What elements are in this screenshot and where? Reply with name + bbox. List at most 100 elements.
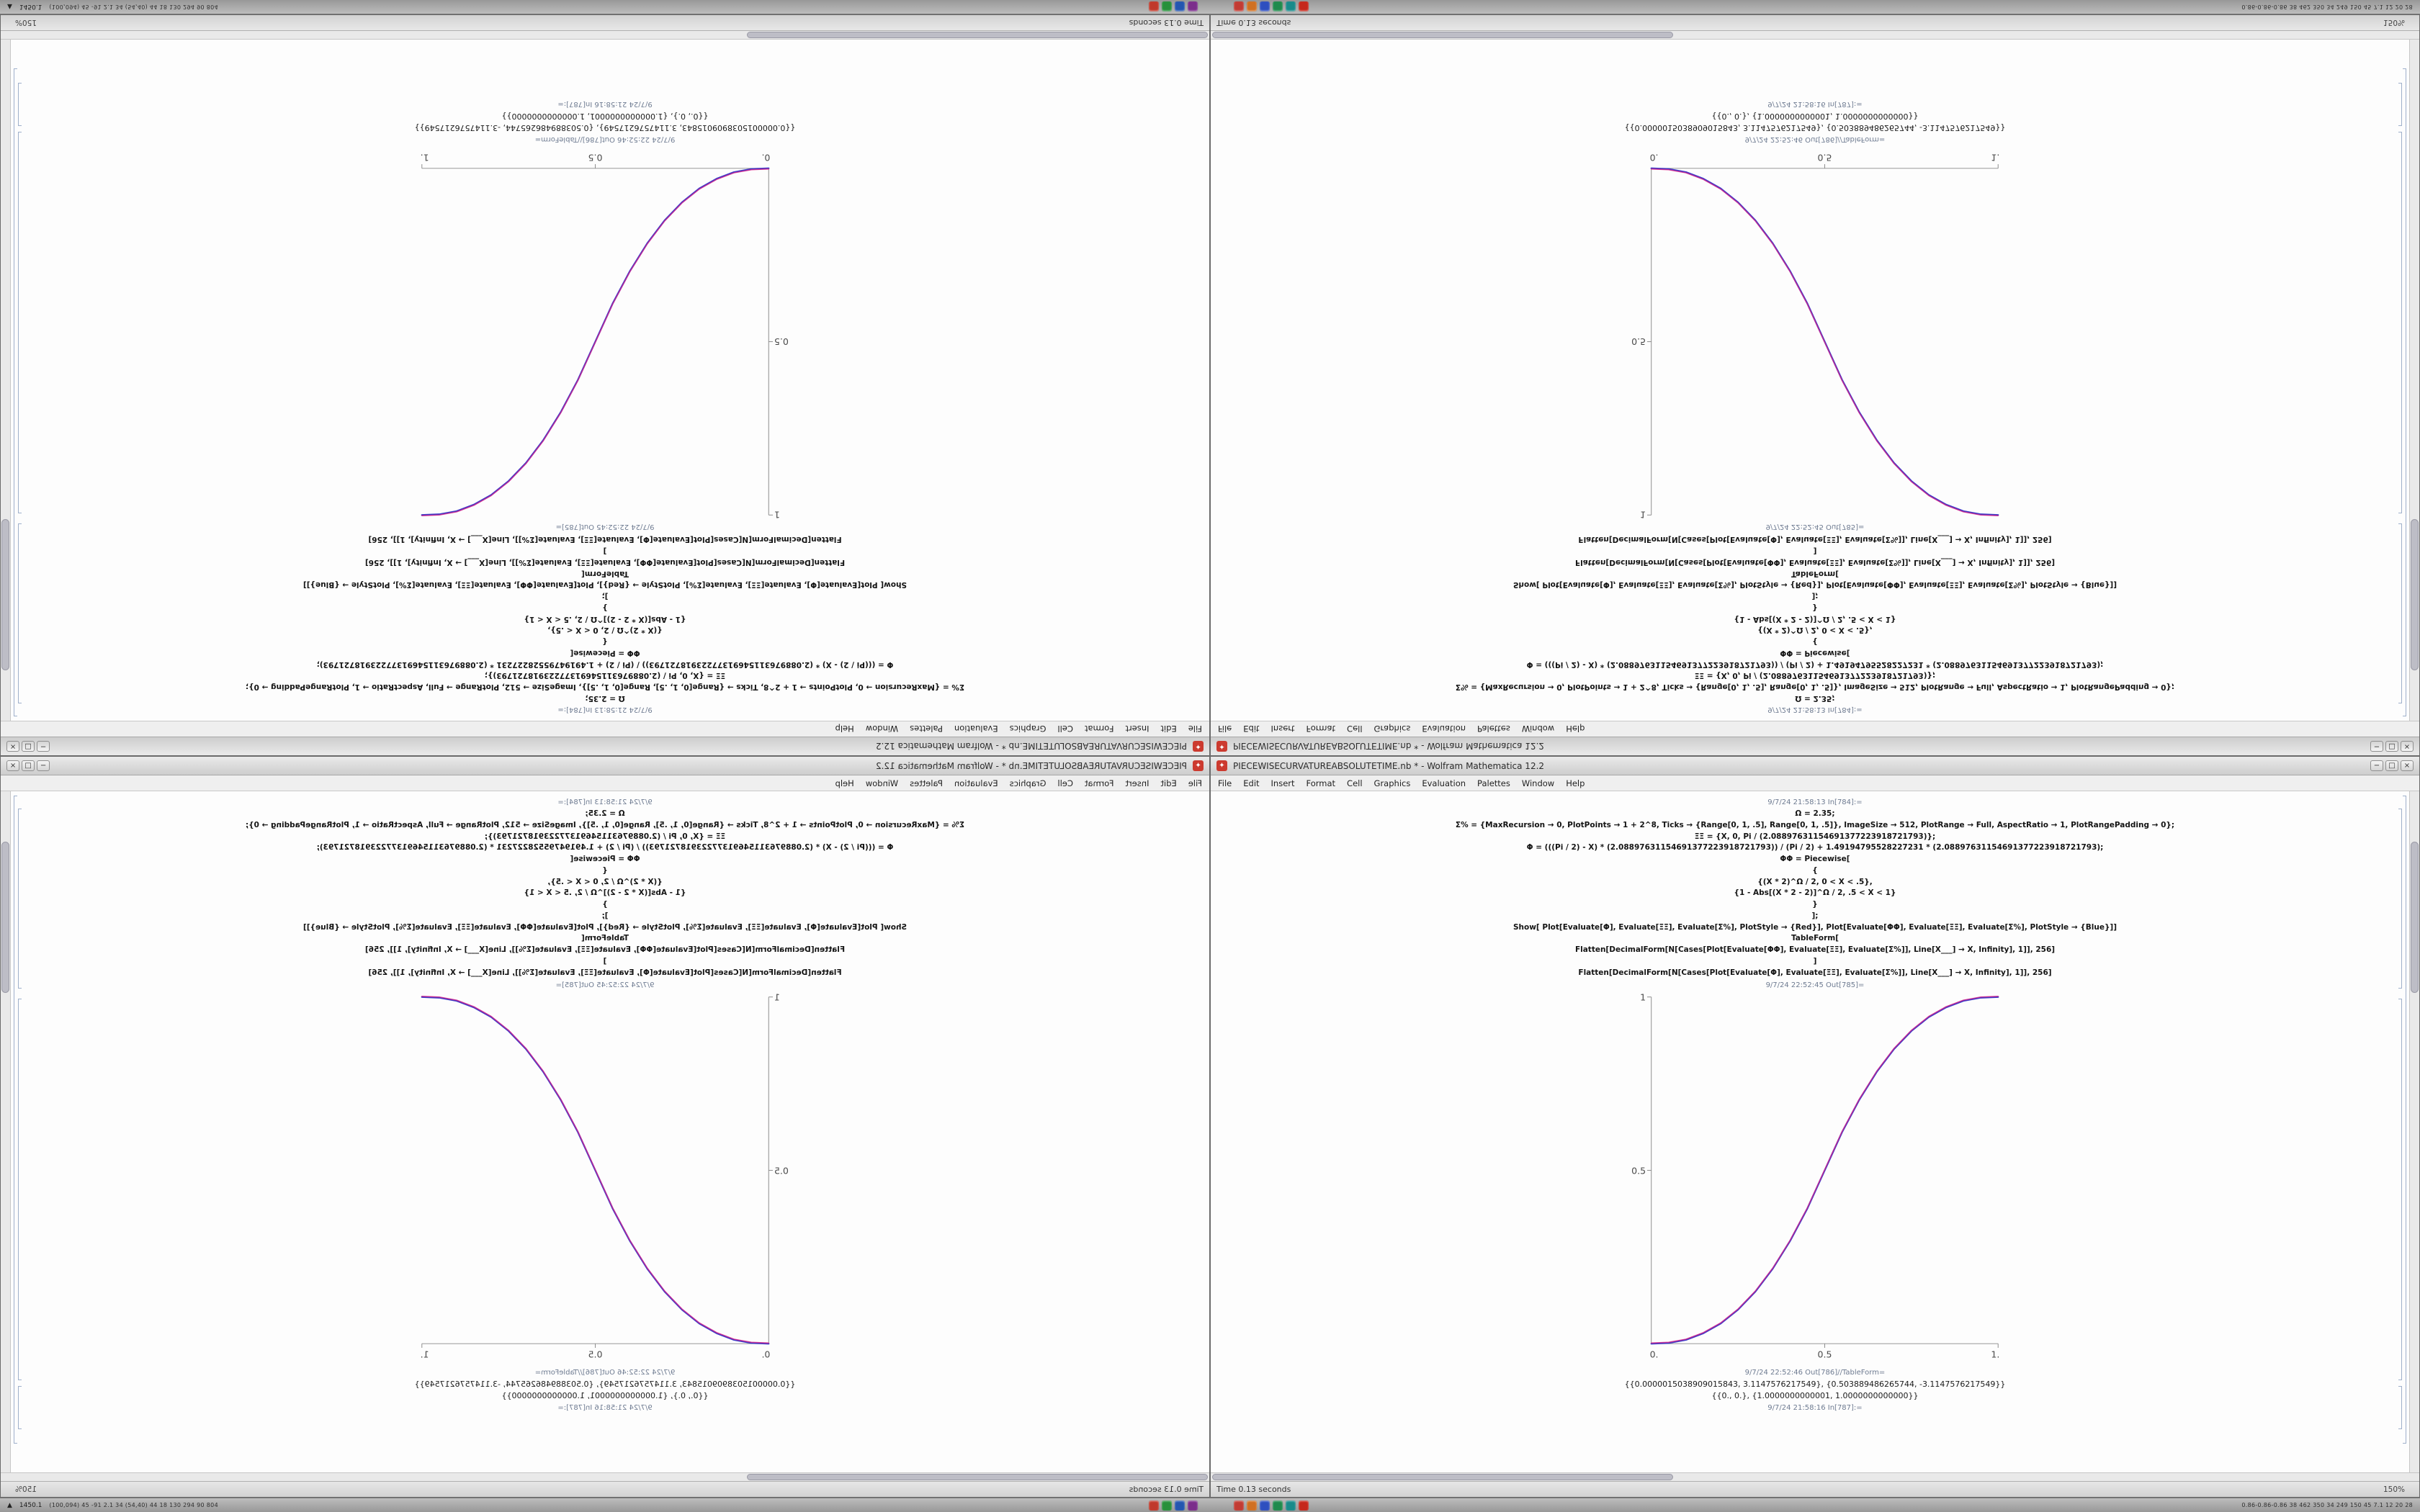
taskbar-app-icon-red[interactable]	[1148, 1500, 1159, 1511]
notebook-content[interactable]: 9/7/24 21:58:13 In[784]:= Ω = 2.35; Σ% = …	[1211, 791, 2419, 1472]
taskbar-app-icon-teal[interactable]	[1285, 1, 1296, 12]
code-line[interactable]: Σ% = {MaxRecursion → 0, PlotPoints → 1 +…	[245, 820, 965, 829]
menu-item-graphics[interactable]: Graphics	[1373, 778, 1411, 788]
cell-group-bracket[interactable]	[14, 796, 17, 1444]
code-line[interactable]: Φ = (((Pi / 2) - X) * (2.088976311546913…	[316, 843, 894, 852]
code-line[interactable]: {(X * 2)^Ω / 2, 0 < X < .5},	[547, 877, 663, 886]
menu-item-format[interactable]: Format	[1084, 778, 1114, 788]
menu-item-insert[interactable]: Insert	[1125, 724, 1150, 734]
code-line[interactable]: ];	[601, 592, 609, 601]
code-line[interactable]: Flatten[DecimalForm[N[Cases[Plot[Evaluat…	[1578, 968, 2052, 977]
taskbar-app-icon-orange[interactable]	[1246, 1, 1257, 12]
input-cell[interactable]: Ω = 2.35; Σ% = {MaxRecursion → 0, PlotPoi…	[1211, 809, 2419, 978]
plot-cell-bracket[interactable]	[2398, 132, 2402, 513]
menu-item-cell[interactable]: Cell	[1057, 778, 1073, 788]
menu-item-file[interactable]: File	[1218, 724, 1232, 734]
cell-group-bracket[interactable]	[2403, 68, 2406, 716]
taskbar-app-icon-royalblue[interactable]	[1259, 1500, 1270, 1511]
code-line[interactable]: ];	[601, 911, 609, 920]
zoom-level[interactable]: 150%	[2383, 18, 2405, 27]
code-line[interactable]: {	[602, 637, 608, 647]
code-line[interactable]: {1 - Abs[(X * 2 - 2)]^Ω / 2, .5 < X < 1}	[1734, 614, 1896, 624]
code-line[interactable]: Ω = 2.35;	[1795, 694, 1835, 703]
vertical-scrollbar-thumb[interactable]	[1, 519, 9, 670]
minimize-button[interactable]: −	[2370, 741, 2383, 752]
menu-item-format[interactable]: Format	[1306, 724, 1336, 734]
code-line[interactable]: ΞΞ = {X, 0, Pi / (2.08897631154691377223…	[484, 832, 726, 841]
title-bar[interactable]: ✦ PIECEWISECURVATUREABSOLUTETIME.nb * - …	[1211, 757, 2419, 775]
menu-item-file[interactable]: File	[1188, 778, 1202, 788]
taskbar-app-icon-royalblue[interactable]	[1259, 1, 1270, 12]
code-line[interactable]: TableForm[	[1791, 934, 1839, 943]
taskbar-app-icon-scarlet[interactable]	[1298, 1500, 1309, 1511]
taskbar-app-icon-blue[interactable]	[1174, 1500, 1185, 1511]
code-line[interactable]: Σ% = {MaxRecursion → 0, PlotPoints → 1 +…	[1455, 820, 2175, 829]
code-line[interactable]: {(X * 2)^Ω / 2, 0 < X < .5},	[1757, 877, 1873, 886]
close-button[interactable]: ×	[6, 760, 19, 771]
code-line[interactable]: {(X * 2)^Ω / 2, 0 < X < .5},	[547, 626, 663, 635]
menu-item-palettes[interactable]: Palettes	[910, 724, 943, 734]
title-bar[interactable]: ✦ PIECEWISECURVATUREABSOLUTETIME.nb * - …	[1211, 737, 2419, 755]
minimize-button[interactable]: −	[37, 741, 50, 752]
vertical-scrollbar[interactable]	[1, 791, 11, 1472]
menu-item-window[interactable]: Window	[865, 778, 899, 788]
menu-item-palettes[interactable]: Palettes	[910, 778, 943, 788]
horizontal-scrollbar-thumb[interactable]	[747, 1474, 1208, 1480]
menu-item-palettes[interactable]: Palettes	[1477, 778, 1510, 788]
code-line[interactable]: Ω = 2.35;	[585, 809, 625, 818]
taskbar-app-icon-orange[interactable]	[1246, 1500, 1257, 1511]
code-line[interactable]: ΞΞ = {X, 0, Pi / (2.08897631154691377223…	[1694, 671, 1936, 680]
code-line[interactable]: }	[602, 900, 608, 909]
menu-item-insert[interactable]: Insert	[1125, 778, 1150, 788]
menu-item-format[interactable]: Format	[1306, 778, 1336, 788]
notebook-content[interactable]: 9/7/24 21:58:13 In[784]:= Ω = 2.35; Σ% = …	[1, 791, 1209, 1472]
code-line[interactable]: Φ = (((Pi / 2) - X) * (2.088976311546913…	[1526, 843, 2104, 852]
taskbar[interactable]: ▲ 1450.1 (100,094) 45 -91 2.1 34 (54,40)…	[0, 1498, 2420, 1512]
menu-item-help[interactable]: Help	[1566, 778, 1585, 788]
maximize-button[interactable]: □	[2385, 741, 2398, 752]
code-line[interactable]: TableForm[	[581, 934, 629, 943]
menu-item-evaluation[interactable]: Evaluation	[954, 724, 998, 734]
taskbar-app-icon-crimson[interactable]	[1233, 1, 1244, 12]
code-line[interactable]: }	[1812, 900, 1818, 909]
menu-item-insert[interactable]: Insert	[1270, 724, 1295, 734]
menu-item-evaluation[interactable]: Evaluation	[1422, 724, 1466, 734]
plot-cell-bracket[interactable]	[18, 132, 22, 513]
taskbar-app-icon-scarlet[interactable]	[1298, 1, 1309, 12]
menu-item-help[interactable]: Help	[835, 778, 854, 788]
table-cell-bracket[interactable]	[18, 83, 22, 126]
code-line[interactable]: Flatten[DecimalForm[N[Cases[Plot[Evaluat…	[1578, 535, 2052, 544]
code-line[interactable]: TableForm[	[581, 569, 629, 578]
code-line[interactable]: Σ% = {MaxRecursion → 0, PlotPoints → 1 +…	[1455, 683, 2175, 692]
code-line[interactable]: }	[1812, 603, 1818, 612]
code-line[interactable]: Φ = (((Pi / 2) - X) * (2.088976311546913…	[316, 660, 894, 669]
input-cell-bracket[interactable]	[2398, 523, 2402, 703]
title-bar[interactable]: ✦ PIECEWISECURVATUREABSOLUTETIME.nb * - …	[1, 737, 1209, 755]
plot-cell-bracket[interactable]	[18, 999, 22, 1380]
code-line[interactable]: {	[1812, 637, 1818, 647]
code-line[interactable]: TableForm[	[1791, 569, 1839, 578]
input-cell-bracket[interactable]	[2398, 809, 2402, 989]
menu-item-cell[interactable]: Cell	[1347, 778, 1363, 788]
menu-item-edit[interactable]: Edit	[1160, 724, 1177, 734]
horizontal-scrollbar-thumb[interactable]	[1212, 1474, 1673, 1480]
menu-item-help[interactable]: Help	[1566, 724, 1585, 734]
code-line[interactable]: Show[ Plot[Evaluate[Φ], Evaluate[ΞΞ], Ev…	[302, 580, 908, 590]
close-button[interactable]: ×	[2401, 760, 2414, 771]
vertical-scrollbar[interactable]	[2409, 40, 2419, 721]
code-line[interactable]: ΦΦ = Piecewise[	[570, 649, 640, 657]
menu-item-cell[interactable]: Cell	[1057, 724, 1073, 734]
menu-item-window[interactable]: Window	[865, 724, 899, 734]
menu-item-insert[interactable]: Insert	[1270, 778, 1295, 788]
taskbar-app-icon-teal[interactable]	[1285, 1500, 1296, 1511]
taskbar-app-icon-red[interactable]	[1148, 1, 1159, 12]
input-cell[interactable]: Ω = 2.35; Σ% = {MaxRecursion → 0, PlotPoi…	[1211, 534, 2419, 703]
vertical-scrollbar-thumb[interactable]	[2411, 519, 2419, 670]
code-line[interactable]: ΦΦ = Piecewise[	[1780, 649, 1850, 657]
code-line[interactable]: ΞΞ = {X, 0, Pi / (2.08897631154691377223…	[1694, 832, 1936, 841]
notebook-content[interactable]: 9/7/24 21:58:13 In[784]:= Ω = 2.35; Σ% = …	[1, 40, 1209, 721]
vertical-scrollbar-thumb[interactable]	[2411, 842, 2419, 993]
maximize-button[interactable]: □	[2385, 760, 2398, 771]
input-cell[interactable]: Ω = 2.35; Σ% = {MaxRecursion → 0, PlotPoi…	[1, 809, 1209, 978]
horizontal-scrollbar[interactable]	[1211, 31, 2419, 40]
